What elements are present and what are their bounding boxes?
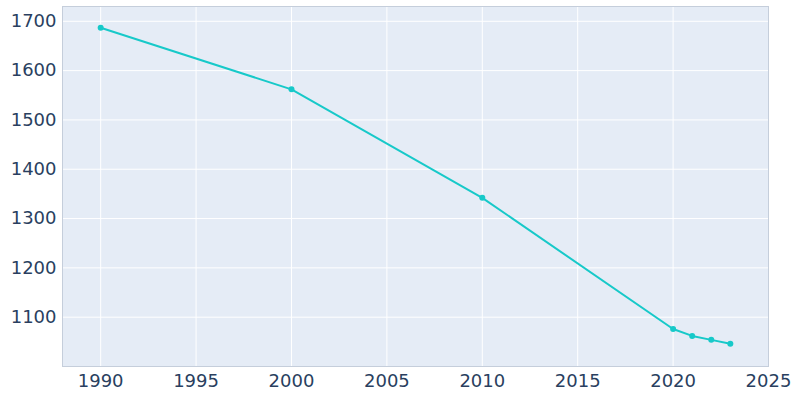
svg-text:1995: 1995: [173, 370, 219, 391]
svg-text:1500: 1500: [11, 109, 57, 130]
svg-text:1700: 1700: [11, 10, 57, 31]
svg-text:1300: 1300: [11, 207, 57, 228]
svg-text:1200: 1200: [11, 257, 57, 278]
svg-text:2020: 2020: [650, 370, 696, 391]
svg-text:1100: 1100: [11, 306, 57, 327]
svg-text:1600: 1600: [11, 59, 57, 80]
svg-text:2025: 2025: [746, 370, 792, 391]
svg-text:2010: 2010: [459, 370, 505, 391]
svg-text:2015: 2015: [555, 370, 601, 391]
svg-text:2005: 2005: [364, 370, 410, 391]
svg-text:1400: 1400: [11, 158, 57, 179]
svg-text:1990: 1990: [78, 370, 124, 391]
svg-text:2000: 2000: [269, 370, 315, 391]
